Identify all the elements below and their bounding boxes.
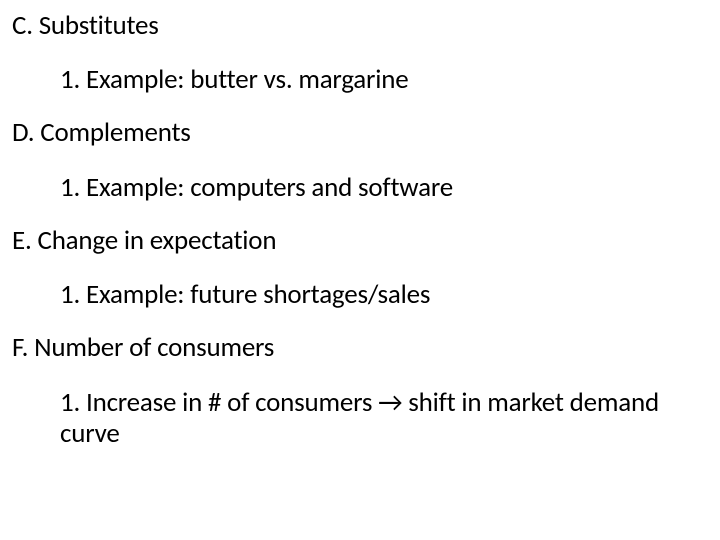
outline-item-f-number-consumers: F. Number of consumers — [12, 332, 708, 364]
outline-subitem-e-example: 1. Example: future shortages/sales — [12, 279, 708, 310]
outline-container: C. Substitutes 1. Example: butter vs. ma… — [12, 10, 708, 449]
outline-item-c-substitutes: C. Substitutes — [12, 10, 708, 42]
outline-subitem-c-example: 1. Example: butter vs. margarine — [12, 64, 708, 95]
outline-item-e-change-expectation: E. Change in expectation — [12, 225, 708, 257]
outline-subitem-f-example: 1. Increase in # of consumers → shift in… — [12, 387, 708, 449]
outline-subitem-d-example: 1. Example: computers and software — [12, 172, 708, 203]
outline-item-d-complements: D. Complements — [12, 117, 708, 149]
